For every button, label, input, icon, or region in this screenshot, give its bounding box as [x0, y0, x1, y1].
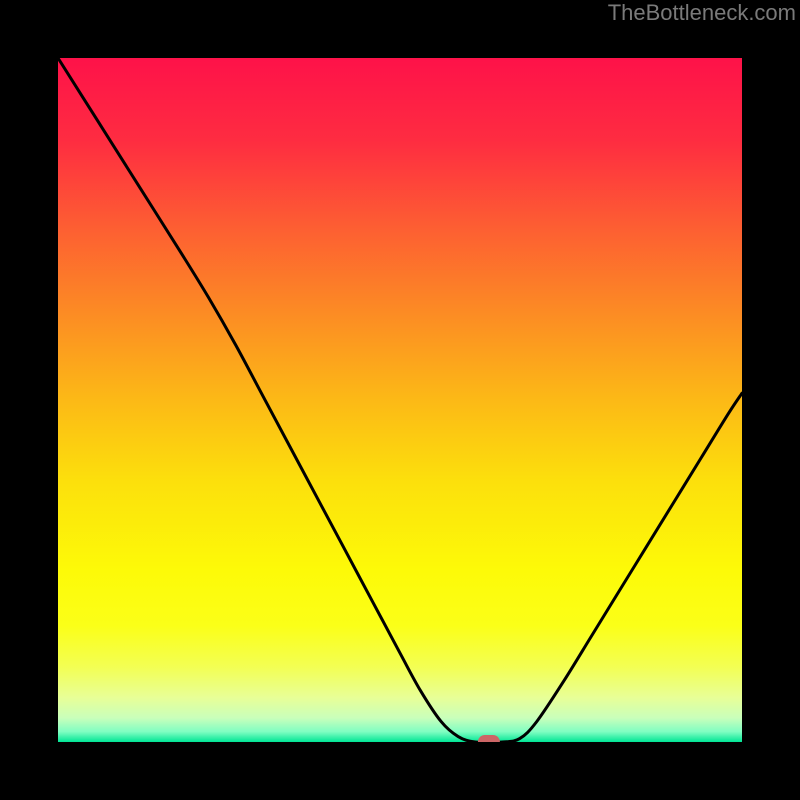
chart-wrapper: TheBottleneck.com [0, 0, 800, 800]
plot-background [58, 58, 742, 742]
bottleneck-chart [0, 0, 800, 800]
watermark-text: TheBottleneck.com [608, 0, 796, 26]
